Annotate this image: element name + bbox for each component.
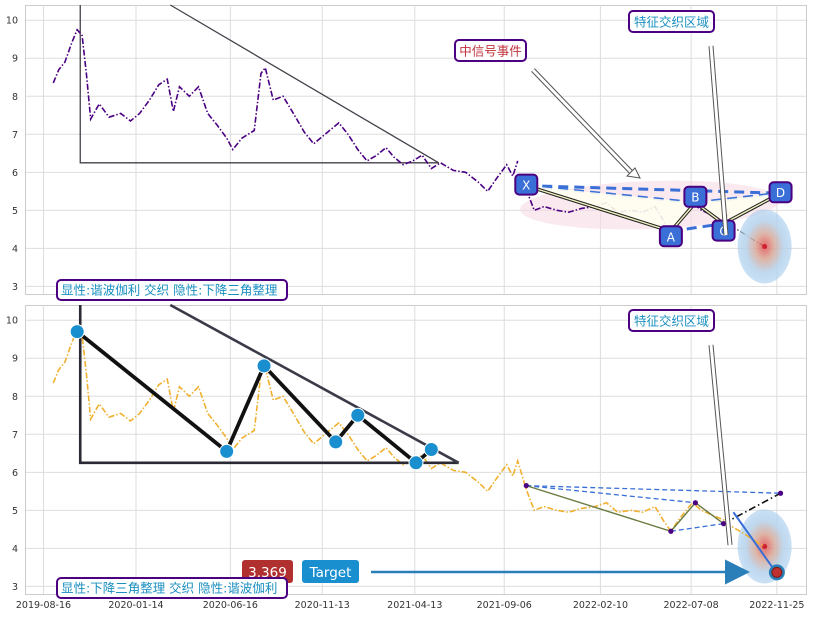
price-line-0	[52, 28, 519, 193]
bottom-price-line-0	[52, 328, 766, 548]
y-tick-label: 9	[12, 354, 18, 365]
vertex-label-B: B	[691, 191, 699, 205]
bottom-xabcd-pattern	[523, 483, 784, 570]
target-inner	[771, 566, 783, 578]
zone-label: 特征交织区域	[634, 15, 709, 30]
bottom-xabcd-legs	[526, 484, 724, 533]
vertex-label-A: A	[667, 230, 676, 244]
bottom-panel: 3 4 5 6 7 8 9 10 2019-08-16 2020-01-14 2020-06-16…	[6, 303, 807, 611]
triangle-base-edges	[79, 5, 439, 164]
y-tick-label: 6	[12, 168, 18, 179]
top-footer-box	[56, 279, 288, 301]
y-tick-label: 4	[12, 244, 18, 255]
y-tick-label: 8	[12, 92, 18, 103]
event-arrow-fill	[531, 68, 633, 174]
x-tick-label: 2022-02-10	[573, 600, 628, 611]
pivot-point-5	[408, 455, 424, 471]
xabcd-dashed-XD	[526, 184, 781, 195]
vertex-box-B	[683, 185, 708, 208]
y-tick-label: 5	[12, 506, 18, 517]
bottom-zone-label-box	[628, 309, 715, 332]
x-tick-label: 2022-11-25	[749, 600, 804, 611]
vertex-box-A	[658, 225, 683, 248]
bottom-vertex-B	[692, 500, 698, 506]
bottom-vertex-X	[523, 483, 529, 489]
bottom-x-axis: 2019-08-16 2020-01-14 2020-06-16 2020-11-13…	[16, 600, 805, 611]
triangle-upper-edge	[169, 4, 439, 164]
y-tick-label: 7	[12, 130, 18, 141]
top-y-axis: 3 4 5 6 7 8 9 10	[6, 16, 18, 293]
bottom-vertex-D	[777, 490, 784, 496]
zone-arrow-fill	[709, 45, 728, 236]
pivot-point-4	[350, 407, 366, 423]
y-tick-label: 10	[6, 16, 18, 27]
bottom-plot-frame	[25, 305, 807, 595]
zone-label-box	[628, 10, 715, 33]
bottom-footer-box	[56, 577, 288, 599]
target-marker	[768, 564, 785, 581]
x-tick-label: 2021-09-06	[477, 600, 532, 611]
x-tick-label: 2020-11-13	[295, 600, 350, 611]
target-label-box	[302, 560, 359, 583]
top-footer-label: 显性:谐波伽利 交织 隐性:下降三角整理	[61, 283, 278, 298]
bottom-vertex-A	[668, 528, 674, 534]
x-tick-label: 2022-07-08	[663, 600, 718, 611]
bottom-y-axis: 3 4 5 6 7 8 9 10	[6, 316, 18, 593]
bottom-annotations: 特征交织区域 3.369 Target 显性:下降三角整理 交织 隐性:谐波伽利	[56, 309, 750, 599]
xabcd-dashed-BD	[695, 191, 781, 205]
bottom-price-series	[52, 328, 766, 548]
xabcd-fill-bcd	[695, 193, 781, 224]
pivot-point-6	[423, 442, 439, 457]
y-tick-label: 3	[12, 282, 18, 293]
vertex-box-D	[768, 181, 793, 204]
y-tick-label: 7	[12, 430, 18, 441]
y-tick-label: 8	[12, 392, 18, 403]
xabcd-dashed-XB	[526, 184, 696, 205]
pivot-point-2	[256, 358, 272, 374]
pivot-point-3	[328, 434, 344, 450]
bottom-footer-label: 显性:下降三角整理 交织 隐性:谐波伽利	[61, 581, 277, 596]
y-tick-label: 6	[12, 468, 18, 479]
bottom-reversal-stroke	[732, 511, 775, 570]
target-label: Target	[309, 565, 352, 581]
x-tick-label: 2020-06-16	[203, 600, 258, 611]
event-label: 中信号事件	[459, 44, 522, 59]
x-tick-label: 2021-04-13	[387, 600, 442, 611]
bottom-triangle-base	[78, 305, 459, 465]
bottom-zone-arrow-fill	[709, 344, 732, 546]
y-tick-label: 9	[12, 54, 18, 65]
bottom-vertex-C	[720, 521, 727, 527]
bottom-xabcd-dashed-XB	[526, 484, 696, 504]
bottom-triangle-upper	[169, 303, 460, 464]
top-intersection-zone	[737, 209, 792, 284]
pivot-point-1	[219, 443, 235, 459]
bottom-xabcd-cd-leg	[723, 492, 781, 525]
bottom-xabcd-dashed-AC	[670, 523, 724, 532]
bottom-xabcd-dashed-XD	[526, 484, 781, 494]
y-tick-label: 3	[12, 582, 18, 593]
zone-center-dot	[762, 243, 768, 249]
y-tick-label: 4	[12, 544, 18, 555]
event-label-box	[454, 39, 527, 62]
x-tick-label: 2020-01-14	[108, 600, 163, 611]
top-triangle-pattern	[79, 4, 439, 164]
bottom-triangle-pattern	[69, 303, 460, 471]
vertex-label-D: D	[776, 186, 785, 200]
event-arrow-head	[625, 167, 641, 179]
x-tick-label: 2019-08-16	[16, 600, 71, 611]
pivot-point-0	[69, 324, 85, 340]
vertex-box-X	[514, 173, 539, 196]
y-tick-label: 5	[12, 206, 18, 217]
top-annotations: 中信号事件 特征交织区域 显性:谐波伽利 交织 隐性:下降三角整理	[56, 10, 729, 301]
y-tick-label: 10	[6, 316, 18, 327]
bottom-zone-label: 特征交织区域	[634, 314, 709, 329]
vertex-label-X: X	[522, 179, 530, 193]
xabcd-fill-xab	[526, 185, 696, 232]
